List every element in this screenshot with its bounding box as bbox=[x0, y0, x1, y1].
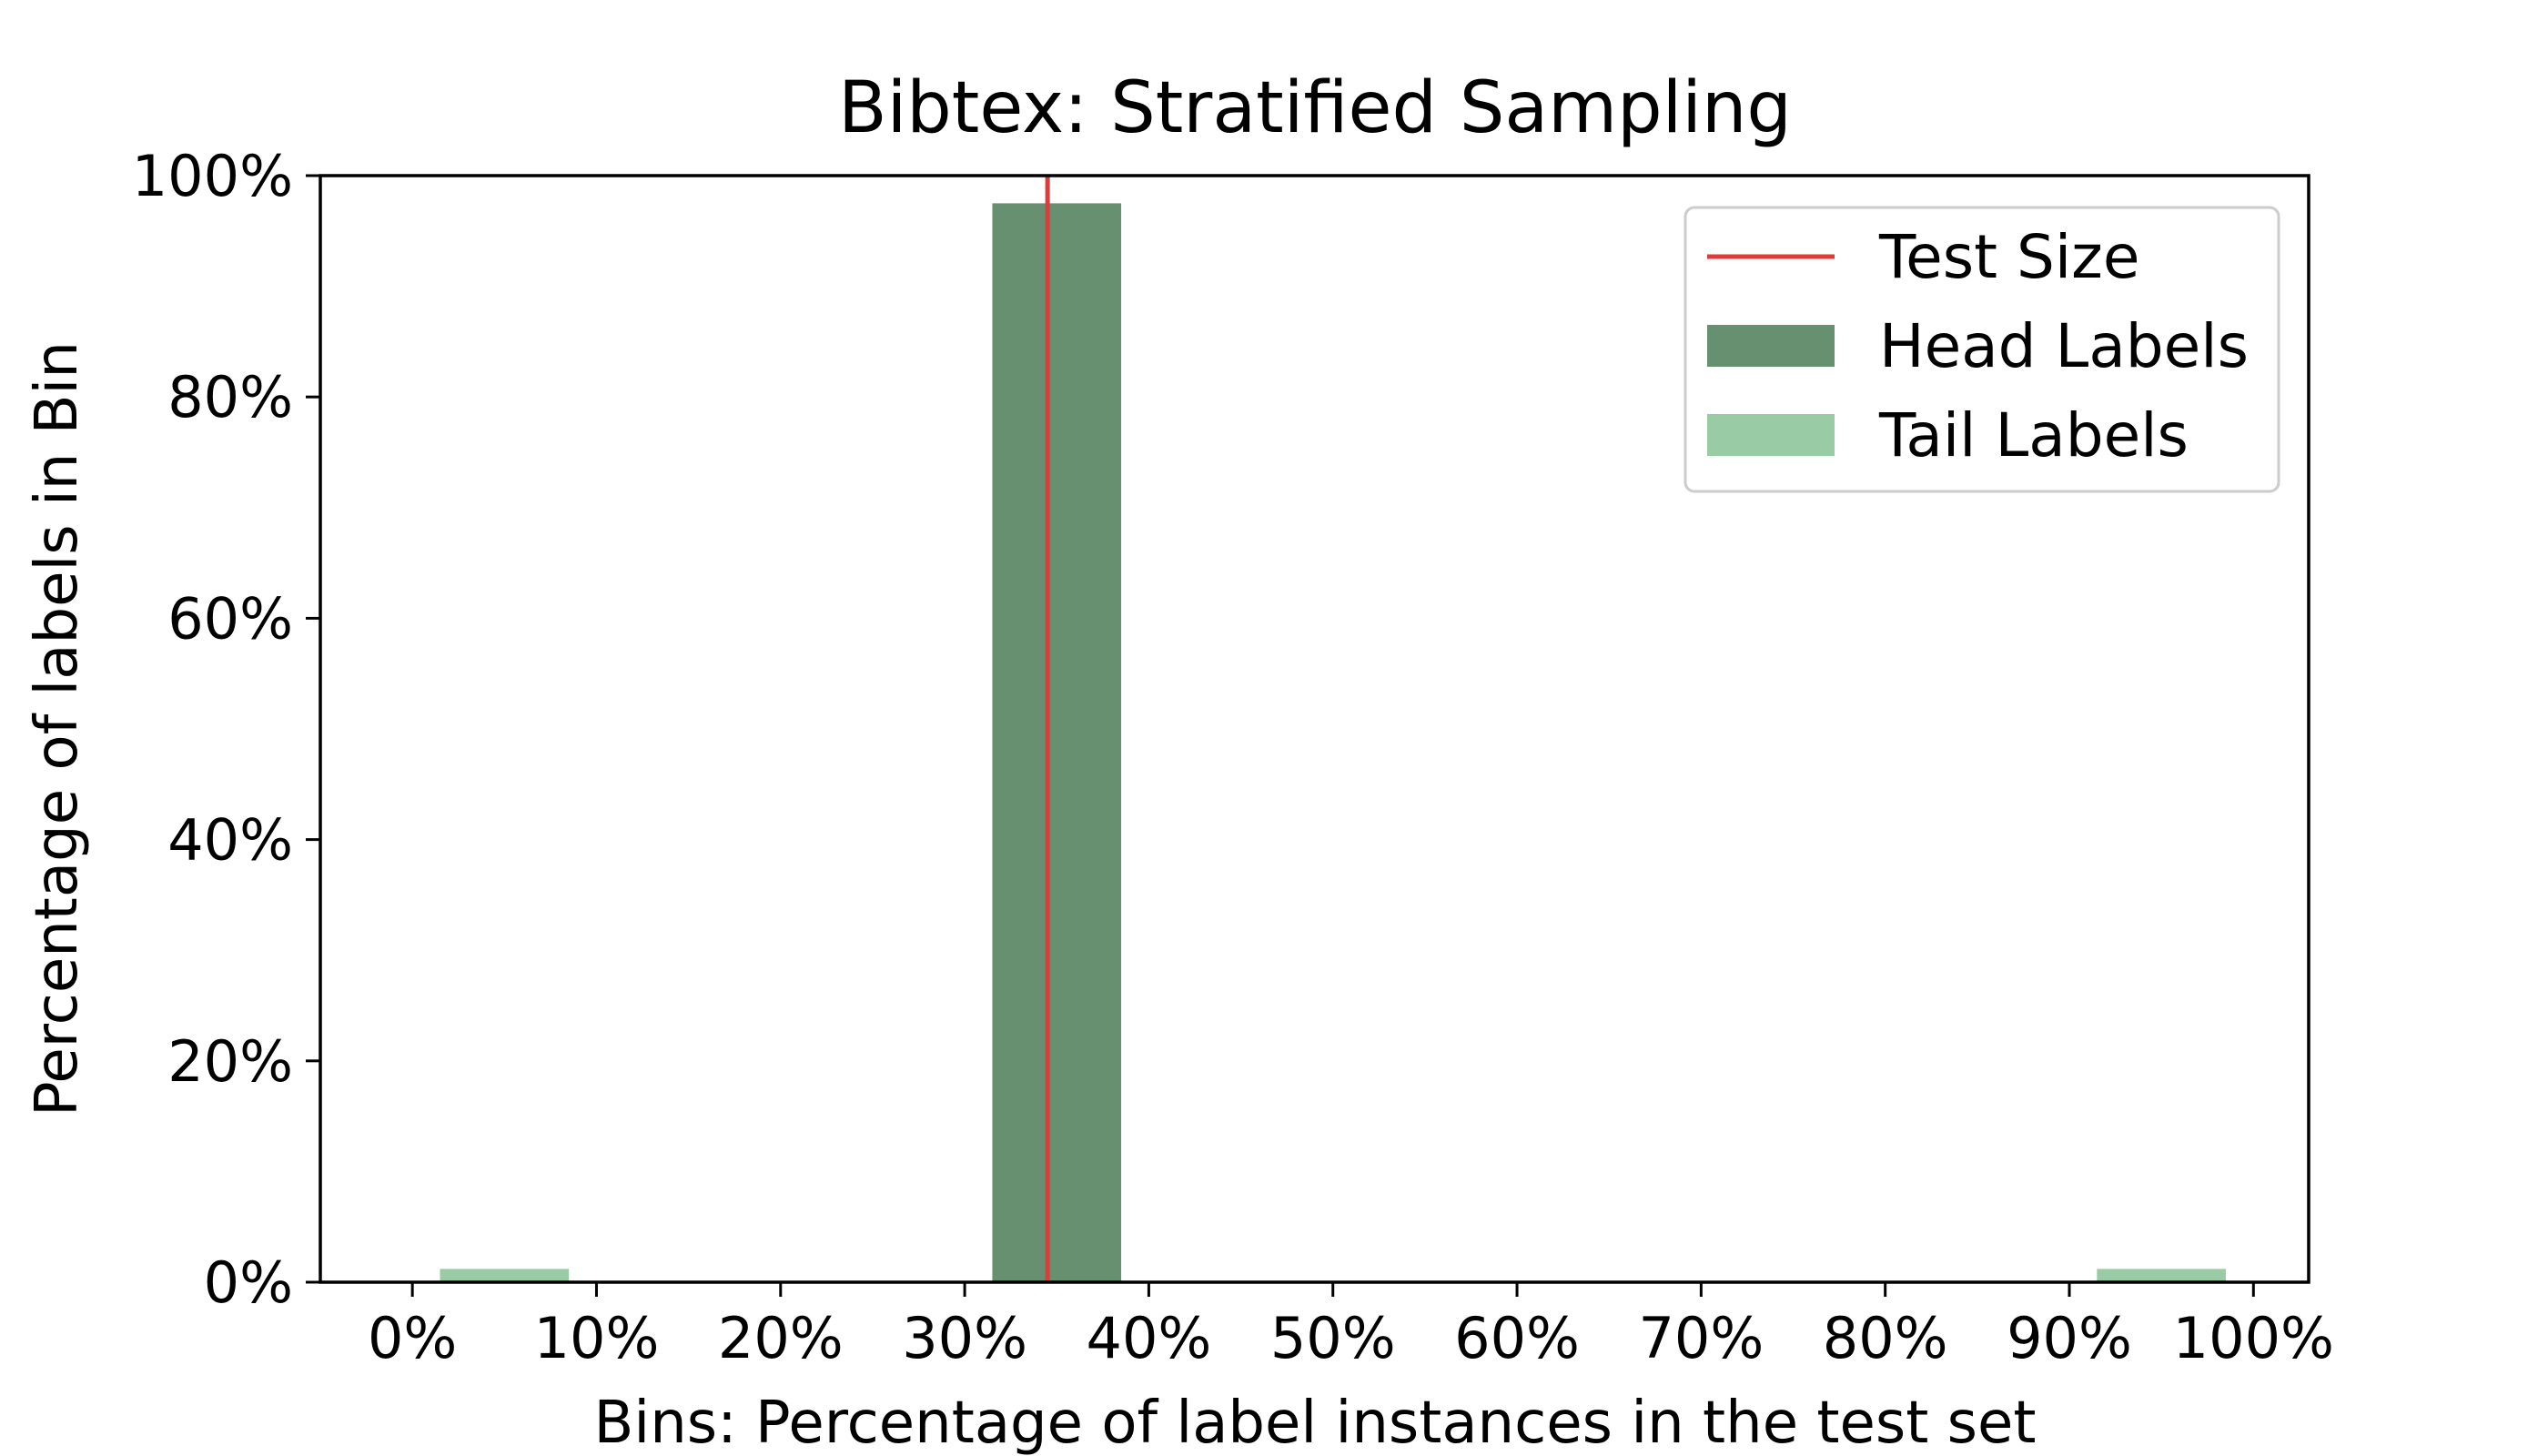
y-tick-label: 100% bbox=[132, 143, 293, 209]
chart-title: Bibtex: Stratified Sampling bbox=[838, 67, 1792, 149]
tail-labels-bar-0 bbox=[440, 1269, 570, 1282]
x-tick-label: 10% bbox=[534, 1305, 660, 1371]
x-axis-label: Bins: Percentage of label instances in t… bbox=[594, 1390, 2037, 1456]
x-tick-label: 50% bbox=[1270, 1305, 1396, 1371]
y-tick-label: 20% bbox=[167, 1028, 293, 1095]
x-tick-label: 100% bbox=[2173, 1305, 2334, 1371]
bars-layer bbox=[440, 203, 2226, 1282]
x-axis: 0% 10% 20% 30% 40% 50% 60% 70% 80% 90% 100% bbox=[368, 1282, 2334, 1371]
x-tick-label: 90% bbox=[2007, 1305, 2132, 1371]
x-tick-label: 0% bbox=[368, 1305, 457, 1371]
legend-head-labels-swatch bbox=[1707, 325, 1835, 367]
x-tick-label: 30% bbox=[902, 1305, 1027, 1371]
y-axis: 0% 20% 40% 60% 80% 100% bbox=[132, 143, 320, 1316]
x-tick-label: 70% bbox=[1638, 1305, 1764, 1371]
tail-labels-bar-1 bbox=[2097, 1269, 2226, 1282]
x-tick-label: 60% bbox=[1454, 1305, 1580, 1371]
y-tick-label: 80% bbox=[167, 364, 293, 430]
legend-head-labels-label: Head Labels bbox=[1879, 311, 2249, 381]
x-tick-label: 40% bbox=[1087, 1305, 1212, 1371]
head-labels-bar-0 bbox=[992, 203, 1122, 1282]
y-axis-label: Percentage of labels in Bin bbox=[24, 341, 91, 1117]
x-tick-label: 80% bbox=[1823, 1305, 1948, 1371]
y-tick-label: 40% bbox=[167, 807, 293, 874]
plot-frame bbox=[318, 174, 2310, 1284]
x-tick-label: 20% bbox=[718, 1305, 844, 1371]
y-tick-label: 0% bbox=[204, 1249, 293, 1316]
y-tick-label: 60% bbox=[167, 585, 293, 652]
legend: Test Size Head Labels Tail Labels bbox=[1684, 206, 2280, 493]
legend-test-size-label: Test Size bbox=[1878, 222, 2139, 292]
legend-tail-labels-label: Tail Labels bbox=[1878, 400, 2189, 470]
legend-tail-labels-swatch bbox=[1707, 414, 1835, 456]
